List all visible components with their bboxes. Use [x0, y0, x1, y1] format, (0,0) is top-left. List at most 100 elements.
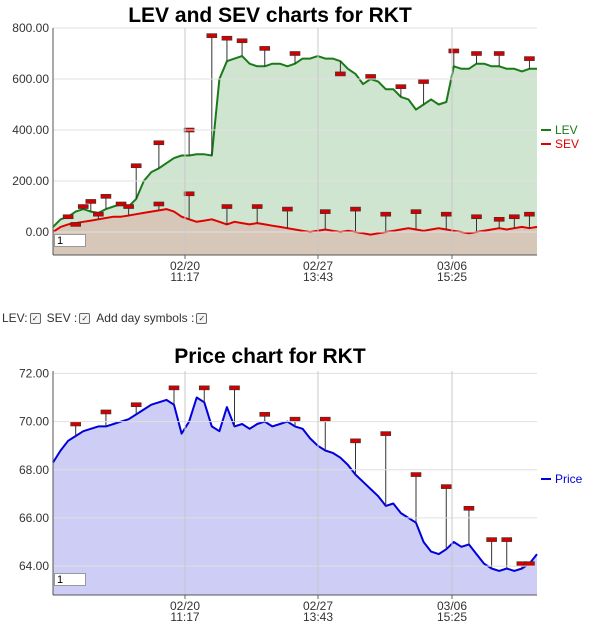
- day-marker[interactable]: [77, 204, 89, 210]
- day-marker[interactable]: [410, 209, 422, 230]
- day-marker[interactable]: [229, 385, 240, 427]
- day-marker[interactable]: [319, 416, 331, 451]
- day-marker[interactable]: [259, 412, 271, 422]
- day-marker[interactable]: [93, 211, 104, 220]
- day-marker[interactable]: [395, 84, 407, 97]
- day-marker[interactable]: [206, 33, 218, 156]
- lev-checkbox[interactable]: ✓: [29, 312, 41, 324]
- y-tick-label: 800.00: [12, 21, 49, 35]
- day-marker[interactable]: [130, 163, 142, 199]
- day-marker[interactable]: [183, 127, 195, 156]
- day-marker[interactable]: [183, 191, 195, 220]
- x-tick-label: 02/20: [170, 259, 200, 273]
- x-tick-label: 11:17: [170, 610, 199, 624]
- x-tick-label: 15:25: [437, 610, 467, 624]
- x-tick-label: 13:43: [303, 270, 333, 284]
- day-marker[interactable]: [509, 214, 520, 229]
- chart-title: LEV and SEV charts for RKT: [128, 4, 412, 27]
- day-marker[interactable]: [153, 201, 165, 211]
- x-tick-label: 03/06: [437, 259, 467, 273]
- legend-label: LEV: [555, 123, 578, 137]
- day-marker[interactable]: [463, 505, 475, 545]
- day-marker[interactable]: [380, 211, 392, 233]
- chart-controls: LEV: ✓ SEV : ✓ Add day symbols : ✓: [2, 311, 211, 325]
- chart-plot: [52, 33, 538, 255]
- legend-label: SEV: [555, 137, 579, 151]
- day-marker[interactable]: [410, 472, 422, 523]
- chart-plot: [52, 385, 538, 595]
- y-tick-label: 600.00: [12, 72, 49, 86]
- day-marker[interactable]: [501, 537, 513, 569]
- day-marker[interactable]: [168, 385, 180, 405]
- day-marker[interactable]: [440, 211, 452, 230]
- chart-legend: Price: [541, 472, 583, 486]
- day-marker[interactable]: [251, 204, 263, 224]
- legend-label: Price: [555, 472, 583, 486]
- lev-sev-chart: LEV and SEV charts for RKT 0.00 200.00 400…: [12, 4, 579, 284]
- day-marker[interactable]: [418, 79, 429, 105]
- day-marker[interactable]: [70, 222, 81, 227]
- x-tick-label: 15:25: [437, 270, 467, 284]
- price-zoom-input[interactable]: 1: [54, 573, 86, 586]
- y-tick-label: 200.00: [12, 174, 49, 188]
- y-tick-label: 72.00: [19, 366, 49, 380]
- day-marker[interactable]: [350, 206, 361, 233]
- day-marker[interactable]: [100, 194, 112, 210]
- day-marker[interactable]: [236, 38, 248, 57]
- day-marker[interactable]: [130, 402, 142, 415]
- day-symbols-checkbox[interactable]: ✓: [196, 312, 208, 324]
- x-tick-label: 03/06: [437, 599, 467, 613]
- day-marker[interactable]: [115, 201, 127, 207]
- y-tick-label: 400.00: [12, 123, 49, 137]
- day-marker[interactable]: [123, 204, 134, 216]
- day-marker[interactable]: [221, 35, 233, 62]
- day-marker[interactable]: [471, 214, 482, 233]
- day-marker[interactable]: [259, 46, 271, 67]
- day-marker[interactable]: [440, 484, 452, 550]
- day-marker[interactable]: [486, 537, 497, 569]
- day-marker[interactable]: [62, 214, 74, 220]
- day-marker[interactable]: [448, 48, 460, 67]
- price-chart: Price chart for RKT 64.00 66.00 68.00 70.00…: [19, 345, 583, 624]
- day-marker[interactable]: [153, 140, 165, 169]
- y-tick-label: 64.00: [19, 559, 49, 573]
- day-marker[interactable]: [350, 438, 361, 475]
- x-tick-label: 02/27: [303, 599, 333, 613]
- day-marker[interactable]: [198, 385, 210, 403]
- y-tick-label: 66.00: [19, 511, 49, 525]
- day-marker[interactable]: [380, 431, 392, 506]
- day-marker[interactable]: [282, 206, 293, 229]
- y-tick-label: 0.00: [26, 225, 50, 239]
- day-marker[interactable]: [85, 199, 97, 212]
- day-marker[interactable]: [524, 561, 535, 566]
- series-line-price: [52, 396, 538, 572]
- sev-checkbox[interactable]: ✓: [79, 312, 91, 324]
- day-marker[interactable]: [493, 216, 505, 229]
- x-tick-label: 13:43: [303, 610, 333, 624]
- y-tick-label: 70.00: [19, 415, 49, 429]
- day-marker[interactable]: [524, 211, 535, 229]
- day-marker[interactable]: [289, 51, 301, 64]
- lev-zoom-input[interactable]: 1: [54, 234, 86, 247]
- day-marker[interactable]: [365, 74, 376, 80]
- day-marker[interactable]: [493, 51, 505, 67]
- chart-title: Price chart for RKT: [174, 345, 366, 368]
- day-marker[interactable]: [221, 204, 233, 225]
- day-marker[interactable]: [100, 409, 112, 427]
- lev-toggle-label: LEV:: [2, 311, 28, 325]
- x-tick-label: 02/20: [170, 599, 200, 613]
- day-marker[interactable]: [524, 56, 535, 69]
- series-line-sev: [52, 208, 538, 236]
- series-area-lev: [53, 56, 537, 255]
- day-marker[interactable]: [471, 51, 482, 64]
- y-tick-label: 68.00: [19, 463, 49, 477]
- day-marker[interactable]: [319, 209, 331, 230]
- x-tick-label: 11:17: [170, 270, 199, 284]
- x-tick-label: 02/27: [303, 259, 333, 273]
- day-marker[interactable]: [335, 61, 346, 77]
- series-area-price: [53, 397, 537, 595]
- day-symbols-label: Add day symbols :: [96, 311, 195, 325]
